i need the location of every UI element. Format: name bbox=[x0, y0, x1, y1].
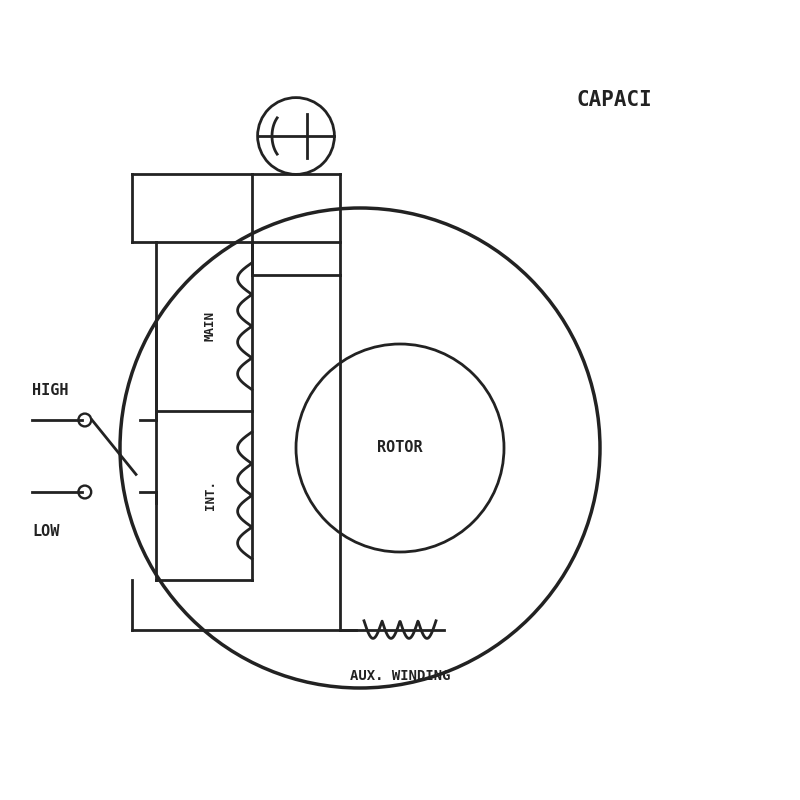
Text: ROTOR: ROTOR bbox=[377, 441, 423, 455]
Text: HIGH: HIGH bbox=[32, 382, 69, 398]
Text: MAIN: MAIN bbox=[204, 311, 217, 341]
Text: LOW: LOW bbox=[32, 524, 59, 539]
Text: AUX. WINDING: AUX. WINDING bbox=[350, 669, 450, 682]
Text: INT.: INT. bbox=[204, 480, 217, 510]
Text: CAPACI: CAPACI bbox=[576, 90, 652, 110]
